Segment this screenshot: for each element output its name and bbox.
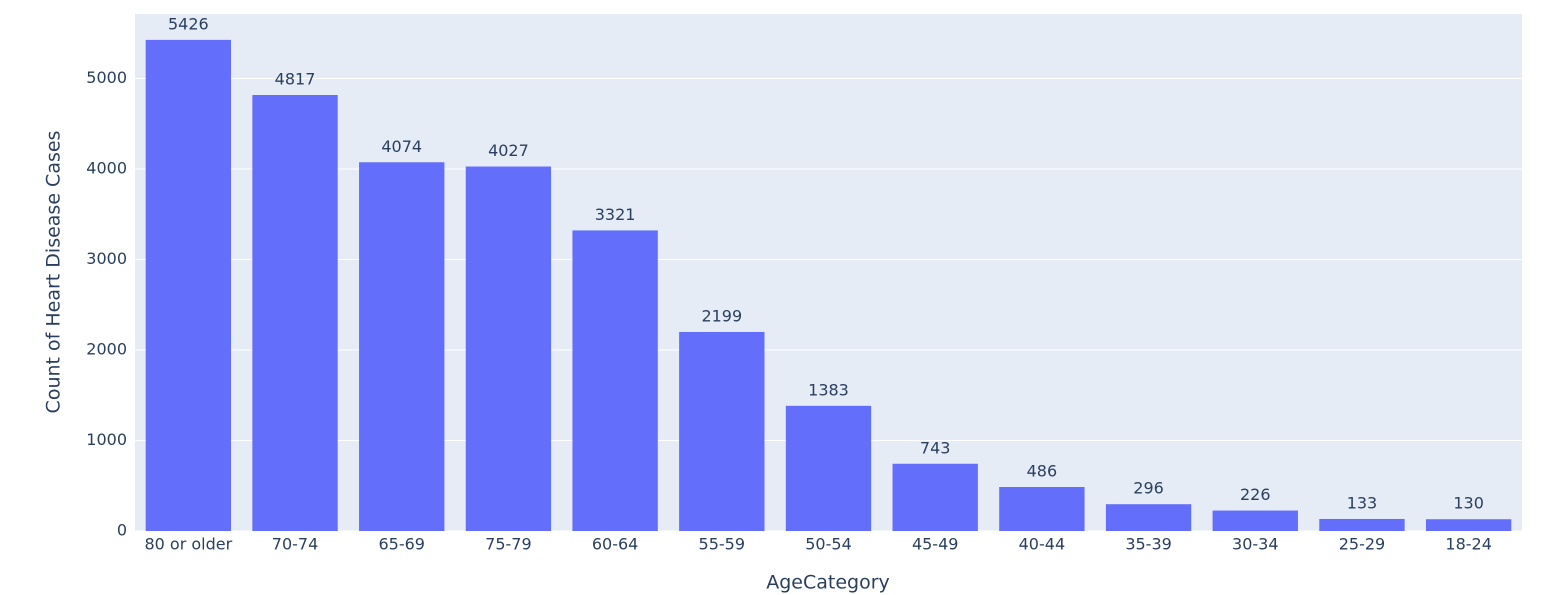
x-tick-label: 35-39 [1125,535,1172,554]
bar [785,405,872,531]
y-tick-label: 5000 [86,68,127,87]
data-label: 133 [1347,493,1378,512]
x-tick-label: 80 or older [144,535,232,554]
data-label: 486 [1027,462,1058,481]
x-tick-label: 65-69 [378,535,425,554]
bar [1319,518,1405,531]
x-tick-label: 18-24 [1445,535,1492,554]
x-tick-label: 55-59 [699,535,746,554]
x-tick-label: 70-74 [272,535,319,554]
x-tick-label: 60-64 [592,535,639,554]
bar [892,463,978,531]
x-tick-label: 75-79 [485,535,532,554]
data-label: 4074 [381,137,422,156]
y-tick-label: 0 [117,521,127,540]
data-label: 4817 [275,70,316,89]
data-label: 4027 [488,141,529,160]
y-tick-label: 2000 [86,339,127,358]
bar [145,39,232,532]
y-axis-title: Count of Heart Disease Cases [43,131,65,414]
bar [1105,504,1192,531]
bar [999,487,1085,531]
data-label: 1383 [808,380,849,399]
bar [359,162,445,531]
bar [252,95,338,531]
data-label: 743 [920,438,951,457]
x-axis-title: AgeCategory [766,572,890,594]
x-tick-label: 40-44 [1019,535,1066,554]
data-label: 130 [1453,494,1484,513]
data-label: 5426 [168,14,209,33]
x-tick-label: 50-54 [805,535,852,554]
x-tick-label: 25-29 [1339,535,1386,554]
x-tick-label: 45-49 [912,535,959,554]
data-label: 226 [1240,485,1271,504]
x-tick-label: 30-34 [1232,535,1279,554]
data-label: 2199 [701,306,742,325]
bar [679,331,765,531]
y-tick-label: 3000 [86,249,127,268]
y-tick-label: 1000 [86,430,127,449]
data-label: 296 [1133,479,1164,498]
bar [1425,519,1512,531]
bar [465,166,552,531]
bar [1212,510,1298,531]
bar [572,230,658,531]
data-label: 3321 [595,205,636,224]
y-tick-label: 4000 [86,158,127,177]
